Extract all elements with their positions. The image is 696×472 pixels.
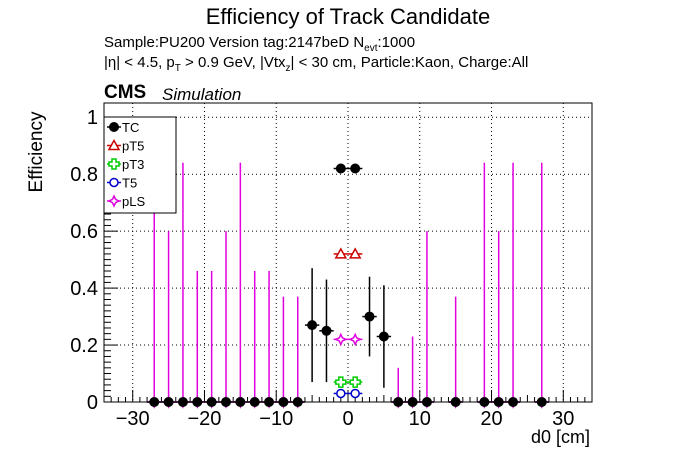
cut-text-2: > 0.9 GeV, |Vtx — [180, 54, 286, 71]
data-point — [177, 397, 188, 407]
legend-label-pls: pLS — [122, 194, 145, 209]
data-point — [349, 376, 361, 388]
cut-sub-2: z — [285, 63, 291, 74]
data-point — [249, 397, 260, 407]
data-point — [336, 388, 346, 399]
y-tick-label: 0.4 — [70, 278, 98, 300]
legend: TC pT5 pT3 T5 pLS — [103, 116, 177, 214]
data-point — [221, 397, 231, 407]
data-point — [334, 247, 348, 259]
cut-text-1: |η| < 4.5, p — [104, 54, 175, 71]
data-point — [479, 397, 490, 407]
legend-label-pt5: pT5 — [122, 139, 144, 154]
series-t5 — [333, 388, 363, 399]
data-point — [335, 163, 346, 174]
data-point — [393, 397, 404, 407]
x-tick-label: 20 — [480, 408, 502, 430]
sample-text: Sample:PU200 Version tag:2147beD N — [104, 34, 365, 51]
x-tick-label: 10 — [409, 408, 431, 430]
data-point — [206, 397, 217, 407]
y-tick-label: 1 — [87, 107, 98, 129]
y-tick-label: 0.8 — [70, 164, 98, 186]
data-point — [335, 376, 347, 388]
data-point — [536, 397, 547, 407]
selection-cuts: |η| < 4.5, pT > 0.9 GeV, |Vtxz| < 30 cm,… — [104, 54, 528, 74]
series-tc — [147, 163, 549, 407]
data-point — [348, 247, 362, 259]
legend-label-t5: T5 — [122, 176, 137, 191]
y-tick-label: 0.6 — [70, 221, 98, 243]
data-point — [493, 397, 504, 407]
data-point — [192, 397, 203, 407]
x-tick-label: −30 — [116, 408, 150, 430]
cut-text-3: | < 30 cm, Particle:Kaon, Charge:All — [290, 54, 529, 71]
cut-sub-1: T — [174, 63, 181, 74]
y-tick-label: 0.2 — [70, 335, 98, 357]
data-point — [307, 320, 318, 331]
data-point — [378, 331, 389, 342]
nevt-subscript: evt — [364, 43, 378, 54]
data-point — [421, 397, 432, 407]
data-point — [264, 397, 275, 407]
data-point — [163, 397, 174, 407]
data-point — [333, 332, 348, 347]
legend-marker — [109, 177, 119, 188]
y-tick-label: 0 — [87, 392, 98, 414]
data-point — [278, 397, 289, 407]
data-point — [149, 397, 160, 407]
legend-marker — [107, 138, 121, 151]
legend-marker — [109, 122, 119, 132]
series-pt3 — [333, 376, 363, 388]
data-point — [407, 397, 418, 407]
data-point — [508, 397, 519, 407]
x-tick-label: 0 — [342, 408, 353, 430]
series-pt5 — [333, 247, 363, 259]
data-point — [321, 325, 332, 336]
chart-title: Efficiency of Track Candidate — [205, 4, 491, 29]
data-point — [235, 397, 246, 407]
legend-marker — [107, 194, 121, 208]
data-point — [450, 397, 461, 407]
x-tick-label: 30 — [552, 408, 574, 430]
x-tick-label: −10 — [259, 408, 293, 430]
cms-label: CMS — [104, 82, 147, 103]
x-axis-label: d0 [cm] — [530, 427, 590, 447]
simulation-label: Simulation — [162, 85, 242, 104]
sample-info: Sample:PU200 Version tag:2147beD Nevt:10… — [104, 34, 415, 54]
nevt-value: :1000 — [377, 34, 416, 51]
data-point — [364, 311, 375, 322]
legend-marker — [108, 158, 120, 170]
data-point — [350, 163, 361, 174]
legend-label-pt3: pT3 — [122, 157, 144, 172]
data-point — [348, 332, 363, 347]
x-tick-label: −20 — [188, 408, 222, 430]
data-point — [350, 388, 360, 399]
data-point — [292, 397, 303, 407]
legend-label-tc: TC — [122, 120, 139, 135]
